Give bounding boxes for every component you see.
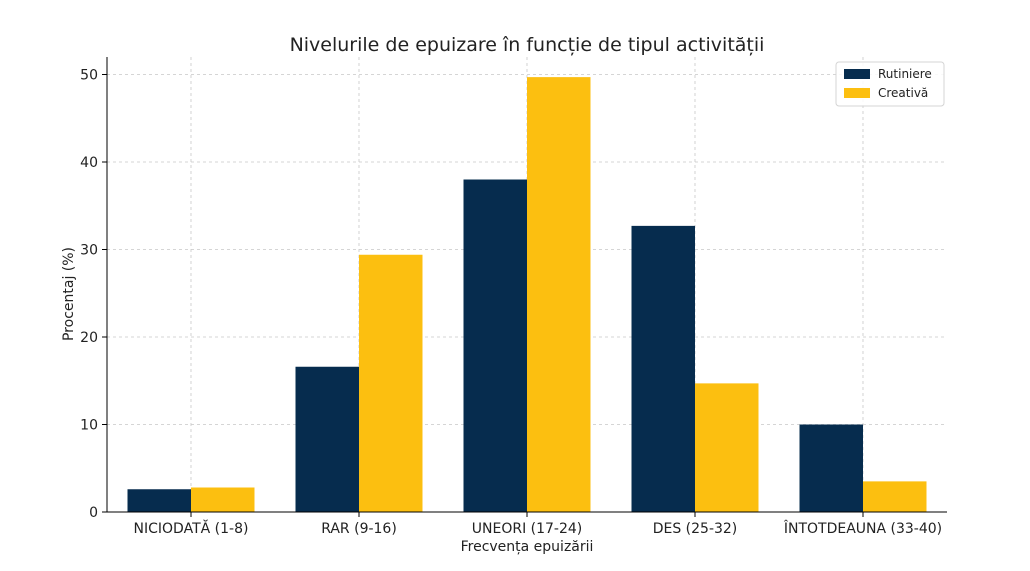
bar-creativa-niciodata-1-8 <box>191 487 255 512</box>
y-tick-label: 0 <box>89 505 98 521</box>
x-tick-label: ÎNTOTDEAUNA (33-40) <box>783 519 942 537</box>
bar-creativa-des-25-32 <box>695 383 759 512</box>
y-tick-label: 30 <box>80 243 98 259</box>
x-tick-label: RAR (9-16) <box>321 521 397 537</box>
y-tick-label: 20 <box>80 330 98 346</box>
legend-label-creativa: Creativă <box>878 86 928 100</box>
chart-title: Nivelurile de epuizare în funcție de tip… <box>290 34 765 56</box>
bar-creativa-rar-9-16 <box>359 254 423 512</box>
y-tick-label: 10 <box>80 418 98 434</box>
bar-rutiniere-rar-9-16 <box>295 366 359 512</box>
legend-swatch-rutiniere <box>844 69 870 79</box>
y-tick-label: 40 <box>80 155 98 171</box>
bar-rutiniere-niciodata-1-8 <box>127 489 191 512</box>
legend: Rutiniere Creativă <box>835 61 945 107</box>
bar-creativa-intotdeauna-33-40 <box>863 481 927 512</box>
axes: 0 10 20 30 40 50 NICIODATĂ (1-8) RAR (9-16) UNEO… <box>80 57 947 537</box>
bar-rutiniere-intotdeauna-33-40 <box>799 424 863 512</box>
x-axis-title: Frecvența epuizării <box>461 539 594 555</box>
x-tick-label: UNEORI (17-24) <box>472 521 583 537</box>
bar-creativa-uneori-17-24 <box>527 77 591 512</box>
bar-rutiniere-des-25-32 <box>631 225 695 512</box>
bars <box>127 77 927 512</box>
y-tick-label: 50 <box>80 68 98 84</box>
x-tick-label: NICIODATĂ (1-8) <box>134 519 249 537</box>
x-tick-label: DES (25-32) <box>653 521 738 537</box>
y-axis-title: Procentaj (%) <box>61 247 77 341</box>
bar-rutiniere-uneori-17-24 <box>463 179 527 512</box>
legend-label-rutiniere: Rutiniere <box>878 67 932 81</box>
legend-swatch-creativa <box>844 88 870 98</box>
